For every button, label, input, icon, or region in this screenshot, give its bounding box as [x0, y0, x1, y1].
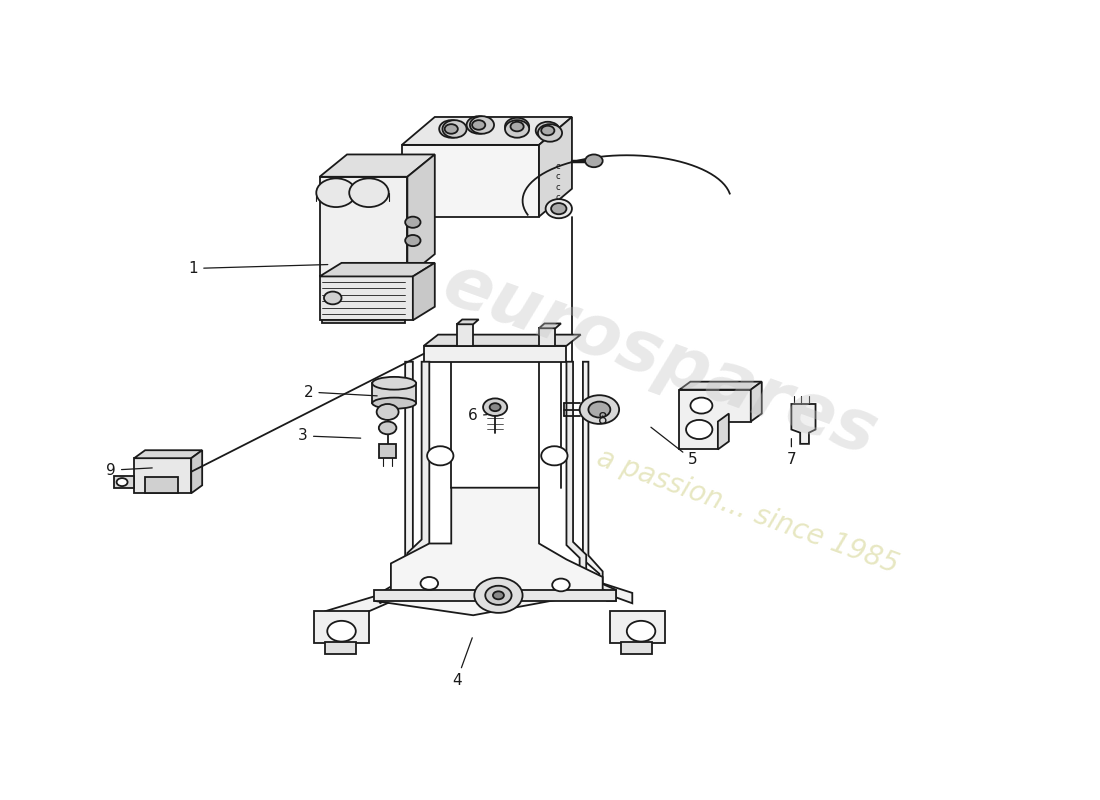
Circle shape [439, 120, 463, 138]
Polygon shape [378, 444, 396, 458]
Circle shape [470, 116, 494, 134]
Circle shape [405, 235, 420, 246]
Polygon shape [610, 611, 665, 643]
Polygon shape [320, 177, 407, 277]
Polygon shape [456, 324, 473, 346]
Polygon shape [718, 414, 729, 450]
Polygon shape [680, 390, 751, 450]
Polygon shape [322, 320, 405, 323]
Circle shape [485, 586, 512, 605]
Polygon shape [134, 450, 202, 458]
Text: 8: 8 [598, 413, 607, 427]
Circle shape [588, 402, 610, 418]
Circle shape [552, 578, 570, 591]
Circle shape [505, 120, 529, 138]
Polygon shape [315, 611, 368, 643]
Circle shape [551, 203, 566, 214]
Polygon shape [456, 319, 478, 324]
Text: 5: 5 [651, 427, 697, 467]
Polygon shape [374, 488, 603, 615]
Circle shape [536, 122, 560, 139]
Circle shape [472, 120, 485, 130]
Polygon shape [680, 382, 762, 390]
Circle shape [505, 118, 529, 135]
Polygon shape [402, 117, 572, 145]
Text: c: c [556, 162, 560, 171]
Polygon shape [539, 328, 556, 346]
Text: c: c [556, 193, 560, 202]
Circle shape [580, 395, 619, 424]
Circle shape [541, 446, 568, 466]
Text: 1: 1 [188, 261, 328, 276]
Circle shape [317, 178, 355, 207]
Circle shape [490, 403, 500, 411]
Polygon shape [320, 277, 412, 320]
Circle shape [585, 154, 603, 167]
Circle shape [324, 291, 341, 304]
Circle shape [328, 621, 355, 642]
Circle shape [691, 398, 713, 414]
Circle shape [427, 446, 453, 466]
Polygon shape [134, 458, 191, 494]
Circle shape [474, 578, 522, 613]
Polygon shape [320, 154, 434, 177]
Circle shape [442, 120, 466, 138]
Bar [372, 383, 416, 403]
Polygon shape [751, 382, 762, 422]
Polygon shape [191, 450, 202, 494]
Circle shape [493, 591, 504, 599]
Circle shape [538, 124, 562, 142]
Polygon shape [326, 362, 412, 623]
Text: a passion... since 1985: a passion... since 1985 [593, 444, 902, 579]
Polygon shape [320, 263, 434, 277]
Polygon shape [145, 478, 178, 494]
Circle shape [378, 422, 396, 434]
Circle shape [420, 577, 438, 590]
Text: 7: 7 [786, 438, 796, 467]
Polygon shape [566, 362, 616, 601]
Circle shape [349, 178, 388, 207]
Polygon shape [402, 145, 539, 217]
Ellipse shape [372, 377, 416, 390]
Circle shape [117, 478, 128, 486]
Circle shape [483, 398, 507, 416]
Circle shape [541, 126, 554, 135]
Text: c: c [556, 182, 560, 192]
Text: c: c [556, 172, 560, 182]
Text: 3: 3 [298, 428, 361, 443]
Text: 4: 4 [452, 638, 472, 688]
Ellipse shape [372, 398, 416, 409]
Circle shape [546, 199, 572, 218]
Polygon shape [379, 362, 429, 603]
Circle shape [444, 124, 458, 134]
Polygon shape [583, 362, 632, 603]
Text: eurospares: eurospares [433, 250, 887, 470]
Polygon shape [791, 404, 815, 444]
Polygon shape [407, 154, 434, 277]
Bar [621, 642, 652, 654]
Circle shape [466, 116, 491, 134]
Bar [326, 642, 355, 654]
Polygon shape [412, 263, 434, 320]
Polygon shape [424, 346, 566, 362]
Circle shape [510, 122, 524, 131]
Text: 6: 6 [469, 409, 487, 423]
Circle shape [405, 217, 420, 228]
Text: 2: 2 [304, 385, 377, 399]
Circle shape [627, 621, 656, 642]
Circle shape [686, 420, 713, 439]
Polygon shape [424, 334, 581, 346]
Polygon shape [539, 323, 561, 328]
Circle shape [376, 404, 398, 420]
Polygon shape [539, 117, 572, 217]
Text: c: c [556, 203, 560, 212]
Text: 9: 9 [107, 462, 152, 478]
Polygon shape [374, 590, 616, 601]
Polygon shape [114, 476, 134, 488]
